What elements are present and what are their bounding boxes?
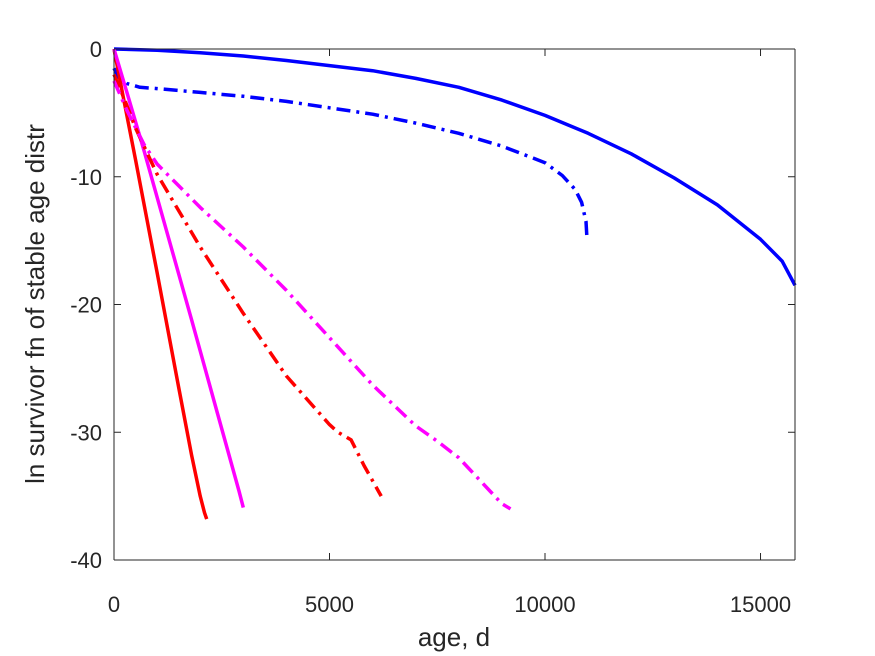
x-ticks: 0 5000 10000 15000: [108, 49, 791, 617]
y-tick-label: -20: [70, 293, 102, 318]
series-line-6: [112, 80, 512, 511]
series-line-1: [113, 47, 797, 287]
y-ticks: 0 -10 -20 -30 -40: [70, 37, 795, 573]
y-tick-label: -10: [70, 165, 102, 190]
x-tick-label: 0: [108, 592, 120, 617]
x-tick-label: 5000: [305, 592, 354, 617]
y-tick-label: -30: [70, 420, 102, 445]
series-line-4: [112, 48, 245, 509]
x-axis-label: age, d: [418, 622, 490, 652]
series-layer: [112, 47, 797, 520]
series-line-2: [112, 67, 589, 236]
series-line-3: [112, 48, 209, 520]
plot-area: [114, 49, 795, 560]
y-tick-label: 0: [90, 37, 102, 62]
y-axis-label: ln survivor fn of stable age distr: [20, 124, 50, 484]
series-line-5: [112, 73, 383, 497]
y-tick-label: -40: [70, 548, 102, 573]
x-tick-label: 10000: [514, 592, 575, 617]
x-tick-label: 15000: [730, 592, 791, 617]
